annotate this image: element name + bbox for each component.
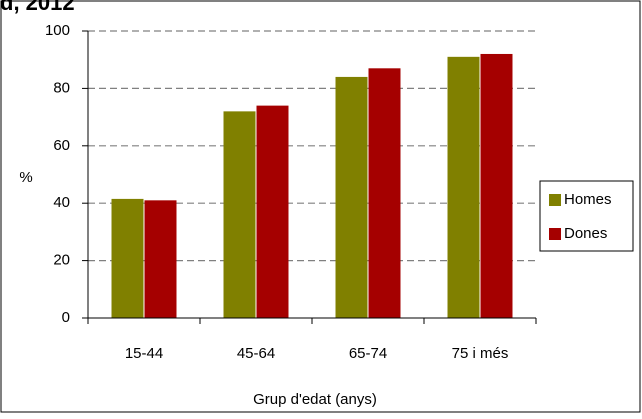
chart-title: d, 2012: [0, 0, 75, 15]
x-tick-label: 75 i més: [452, 345, 509, 362]
x-tick-label: 45-64: [237, 345, 275, 362]
y-tick-label: 60: [53, 137, 70, 154]
bar-dones-65-74: [368, 68, 401, 318]
y-axis-label: %: [19, 169, 32, 186]
y-tick-label: 0: [62, 309, 70, 326]
y-tick-label: 100: [45, 22, 70, 39]
bar-dones-75-i-més: [480, 53, 513, 319]
legend-swatch-homes: [549, 194, 561, 206]
y-tick-label: 20: [53, 252, 70, 269]
bar-dones-45-64: [256, 105, 289, 319]
legend-label-dones: Dones: [564, 225, 607, 242]
x-tick-label: 65-74: [349, 345, 387, 362]
bar-homes-75-i-més: [447, 56, 480, 319]
bar-homes-15-44: [111, 198, 144, 318]
bar-homes-45-64: [223, 111, 256, 318]
y-tick-label: 80: [53, 79, 70, 96]
legend-label-homes: Homes: [564, 191, 612, 208]
y-tick-label: 40: [53, 194, 70, 211]
axes-layer: 0 20 40 60 80 100 15-44 45-64 65-74 75 i més: [45, 22, 537, 362]
bars-layer: [111, 53, 513, 319]
legend: Homes Dones: [539, 180, 634, 252]
x-axis-label: Grup d'edat (anys): [253, 391, 377, 408]
legend-swatch-dones: [549, 228, 561, 240]
grid-layer: [88, 30, 536, 262]
bar-dones-15-44: [144, 200, 177, 318]
bar-homes-65-74: [335, 76, 368, 318]
x-tick-label: 15-44: [125, 345, 163, 362]
